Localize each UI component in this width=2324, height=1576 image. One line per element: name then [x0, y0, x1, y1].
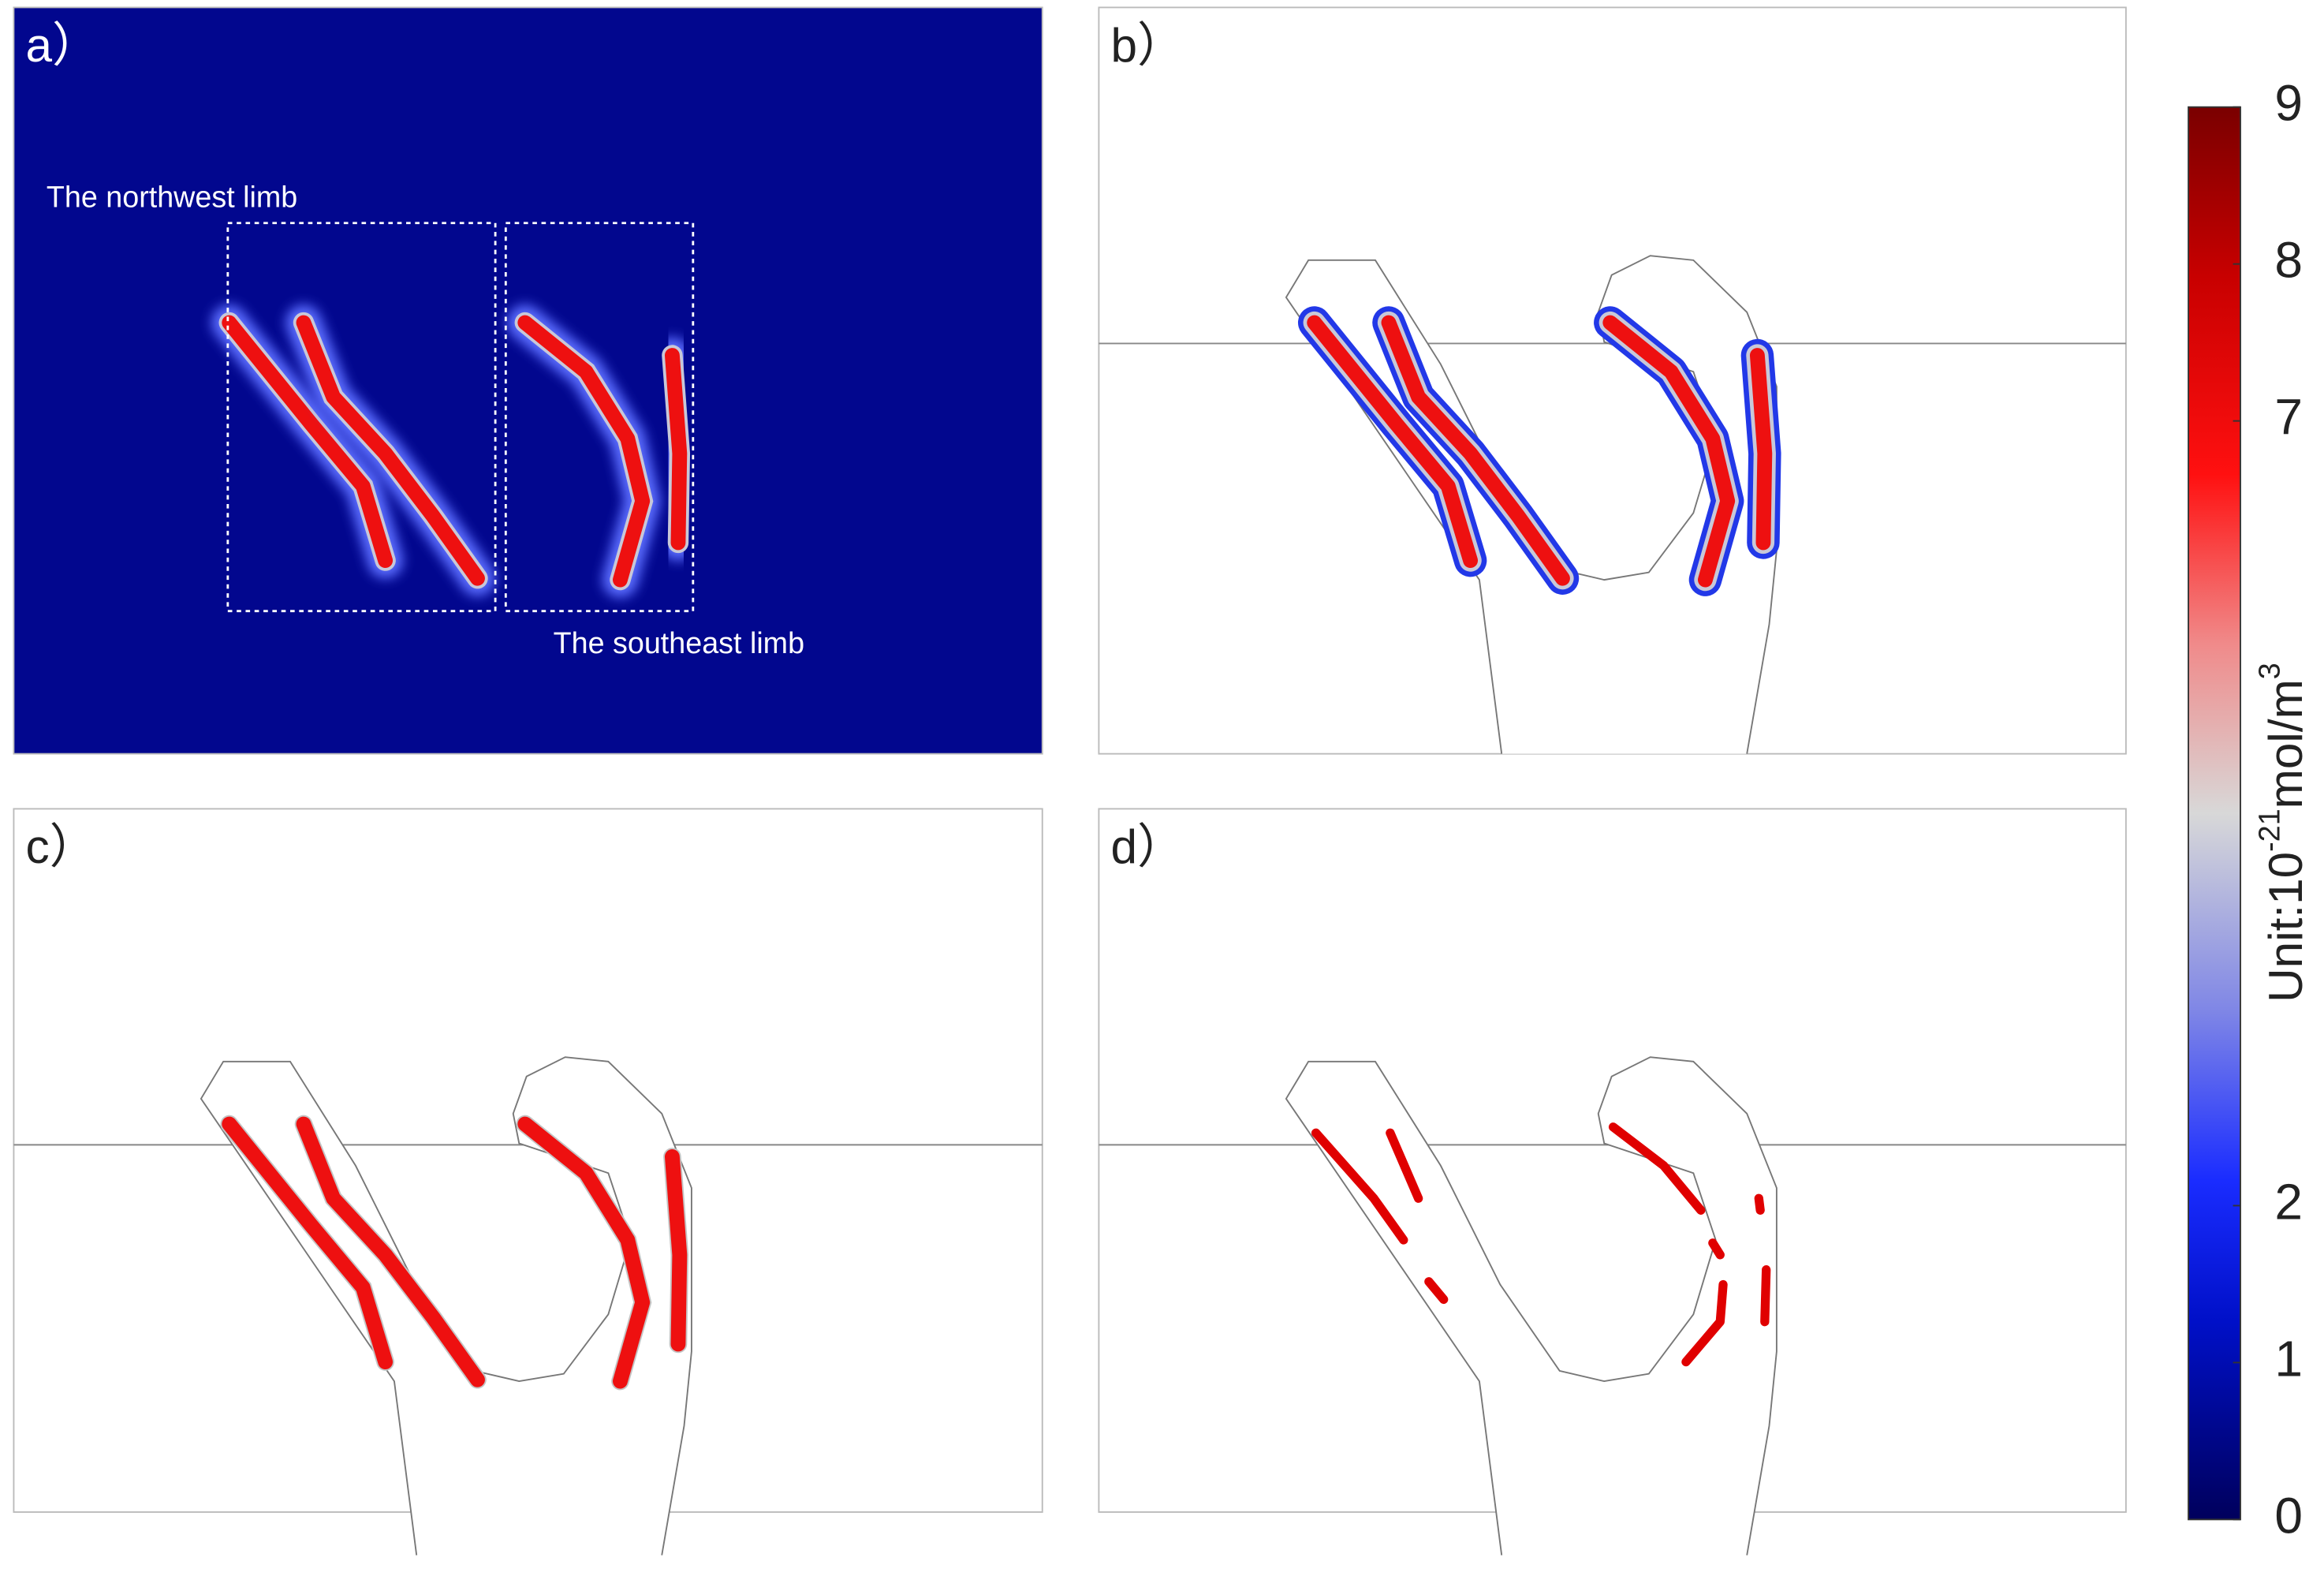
- colorbar-label: Unit:10-21mol/m3: [2253, 663, 2313, 1003]
- colorbar-label-part: Unit:10: [2259, 852, 2312, 1003]
- colorbar-tick-label: 8: [2274, 232, 2303, 289]
- stripe: [517, 1116, 651, 1389]
- stripe: [1424, 1277, 1449, 1305]
- stripe: [517, 315, 651, 588]
- panel-label: d）: [1110, 820, 1184, 873]
- colorbar-label-part: -21: [2253, 809, 2286, 851]
- stripe: [1749, 348, 1773, 551]
- colorbar-tick-label: 1: [2274, 1330, 2303, 1387]
- panel-label: c）: [25, 820, 96, 873]
- limb-box: [504, 222, 695, 613]
- colorbar-tick-label: 0: [2274, 1487, 2303, 1544]
- panel: b）: [1098, 6, 2127, 755]
- stripe: [222, 315, 394, 569]
- stripe: [296, 1116, 485, 1387]
- stripe: [1681, 1279, 1728, 1367]
- panel: c）: [13, 808, 1043, 1555]
- stripe: [1760, 1265, 1771, 1327]
- stripe: [664, 1149, 688, 1352]
- colorbar-label-part: mol/m: [2259, 679, 2312, 809]
- stripe: [1307, 315, 1479, 569]
- panel: d）: [1098, 808, 2127, 1555]
- colorbar-tick-label: 9: [2274, 75, 2303, 132]
- colorbar-tick-label: 7: [2274, 389, 2303, 446]
- stripe: [296, 315, 485, 586]
- stripe: [664, 348, 688, 551]
- annotation: The northwest limb: [47, 181, 297, 214]
- annotation: The southeast limb: [554, 626, 804, 659]
- stripe: [1608, 1122, 1706, 1215]
- stripe: [1602, 315, 1736, 588]
- colorbar-tick-label: 2: [2274, 1173, 2303, 1230]
- stripe: [1754, 1193, 1765, 1215]
- stripe: [222, 1116, 394, 1369]
- stripe: [1381, 315, 1570, 586]
- colorbar-label-part: 3: [2253, 663, 2286, 679]
- panel-label: b）: [1110, 18, 1184, 72]
- panel-frame: [13, 6, 1043, 755]
- colorbar: [2188, 106, 2241, 1521]
- panel: a） The northwest limb The southeast limb: [13, 6, 1043, 755]
- stripe: [1708, 1238, 1725, 1260]
- stripe: [1311, 1128, 1408, 1245]
- limb-box: [226, 222, 497, 613]
- stripe: [1386, 1128, 1423, 1203]
- panel-label: a）: [25, 18, 99, 72]
